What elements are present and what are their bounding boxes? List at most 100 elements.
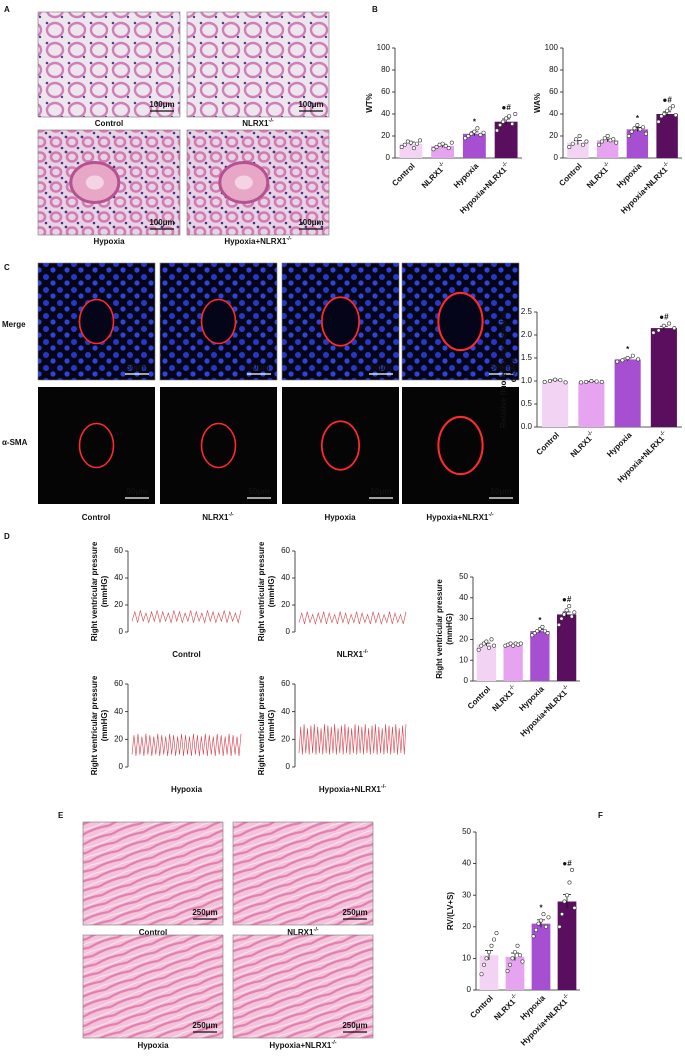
y-axis-label: Relative fluorescence signal of [499, 310, 508, 428]
y-tick-label: 0 [286, 627, 291, 636]
data-point [667, 321, 672, 326]
significance-mark: * [473, 117, 477, 126]
y-tick-label: 60 [281, 679, 290, 688]
scale-bar-label: 50μm [127, 487, 148, 496]
y-tick-label: 100 [545, 43, 559, 52]
data-point [559, 616, 564, 621]
data-point [531, 934, 536, 939]
data-point [532, 631, 537, 636]
y-axis-label: (mmHG) [100, 709, 109, 741]
data-point [518, 641, 523, 646]
superscript: -/- [562, 684, 570, 692]
y-tick-label: 60 [549, 87, 558, 96]
data-point [578, 380, 583, 385]
superscript: -/- [438, 161, 446, 169]
data-point [615, 359, 620, 364]
bar [494, 121, 518, 158]
data-point [418, 138, 423, 143]
data-point [536, 921, 541, 926]
superscript: -/- [603, 161, 611, 169]
x-tick-label: Hypoxia+NLRX1-/- [518, 684, 572, 738]
superscript: -/- [587, 430, 595, 438]
x-tick-label: Hypoxia [615, 161, 644, 190]
data-point [431, 147, 436, 152]
scale-bar-label: 50μm [491, 363, 512, 372]
y-tick-label: 40 [549, 109, 558, 118]
y-tick-label: 60 [114, 546, 123, 555]
y-tick-label: 1.0 [521, 376, 533, 385]
scale-bar-label: 250μm [342, 1021, 367, 1030]
data-point [557, 924, 562, 929]
caption: NLRX1-/- [287, 927, 319, 937]
superscript: -/- [268, 118, 273, 124]
scale-bar-label: 250μm [192, 1021, 217, 1030]
x-tick-label: Hypoxia+NLRX1-/- [519, 993, 573, 1047]
data-point [553, 377, 558, 382]
vessel-ring [200, 422, 237, 469]
data-point [574, 137, 579, 142]
x-tick-label: Hypoxia+NLRX1-/- [619, 161, 673, 215]
data-point [564, 893, 569, 898]
caption: Hypoxia [324, 513, 356, 522]
data-point [481, 641, 486, 646]
y-axis-label: (mmHG) [445, 613, 454, 645]
data-point [446, 146, 451, 151]
data-point [656, 328, 661, 333]
micrograph [82, 821, 224, 926]
data-point [537, 626, 542, 631]
data-point [463, 136, 468, 141]
data-point [630, 353, 635, 358]
x-tick-label: NLRX1-/- [492, 993, 521, 1022]
data-point [472, 129, 477, 134]
y-tick-label: 80 [381, 65, 390, 74]
data-point [443, 143, 448, 148]
data-point [656, 119, 661, 124]
vessel-ring [200, 298, 237, 345]
caption: Hypoxia+NLRX1-/- [224, 236, 291, 246]
data-point [611, 137, 616, 142]
y-axis-label: (mmHG) [267, 709, 276, 741]
data-point [449, 140, 454, 145]
data-point [543, 924, 548, 929]
y-tick-label: 0.5 [521, 399, 533, 408]
superscript: -/- [501, 161, 509, 169]
data-point [507, 114, 512, 119]
y-axis-label: Right ventricular pressure [90, 541, 99, 641]
y-tick-label: 40 [462, 859, 471, 868]
data-point [541, 912, 546, 917]
y-axis-label: (mmHG) [100, 575, 109, 607]
y-tick-label: 40 [281, 707, 290, 716]
micrograph [186, 11, 330, 118]
bar [462, 133, 486, 158]
y-tick-label: 20 [281, 734, 290, 743]
data-point [486, 645, 491, 650]
superscript: -/- [659, 430, 667, 438]
data-point [434, 145, 439, 150]
significance-mark: * [539, 903, 543, 912]
micrograph [402, 387, 519, 504]
significance-mark: * [626, 345, 630, 354]
vessel-ring [78, 298, 115, 345]
data-point [560, 912, 565, 917]
significance-mark: ●# [501, 103, 511, 112]
y-tick-label: 20 [281, 600, 290, 609]
data-point [599, 379, 604, 384]
data-point [440, 141, 445, 146]
data-point [564, 608, 569, 613]
significance-mark: ●# [659, 313, 669, 322]
data-point [512, 950, 517, 955]
scale-bar-label: 100μm [149, 100, 174, 109]
data-point [510, 956, 515, 961]
caption: Control [95, 119, 123, 128]
superscript: -/- [381, 784, 386, 790]
panel-letter: F [598, 811, 603, 820]
scale-bar-label: 50μm [371, 487, 392, 496]
y-axis-label: α-SMA [509, 357, 518, 383]
data-point [482, 962, 487, 967]
vessel-ring [437, 415, 484, 476]
data-point [411, 146, 416, 151]
pressure-trace [131, 733, 242, 756]
data-point [469, 131, 474, 136]
superscript: -/- [488, 512, 493, 518]
data-point [584, 139, 589, 144]
